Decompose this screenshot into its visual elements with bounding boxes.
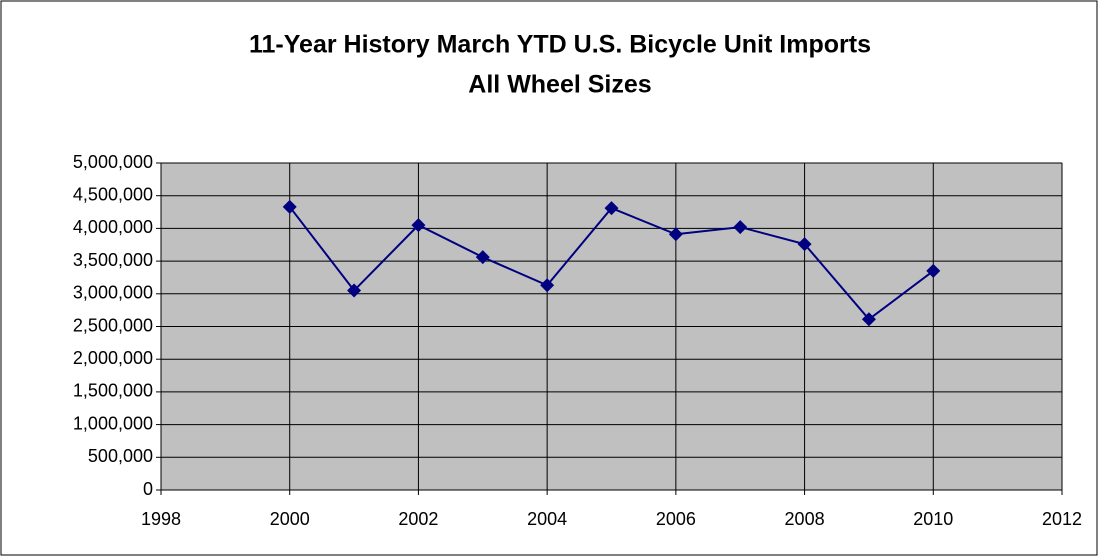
y-tick-label: 2,500,000	[73, 315, 153, 335]
x-tick-label: 2012	[1042, 509, 1082, 529]
y-tick-label: 3,000,000	[73, 283, 153, 303]
data-point	[733, 220, 748, 235]
y-tick-label: 2,000,000	[73, 348, 153, 368]
chart-title: All Wheel Sizes	[468, 71, 651, 99]
data-point	[347, 283, 362, 298]
chart-title: 11-Year History March YTD U.S. Bicycle U…	[249, 31, 871, 59]
x-tick-label: 2008	[785, 509, 825, 529]
data-point	[282, 199, 297, 214]
data-point	[411, 218, 426, 233]
x-tick-label: 2006	[656, 509, 696, 529]
data-point	[604, 201, 619, 216]
data-point	[475, 250, 490, 265]
data-point	[926, 263, 941, 278]
x-tick-label: 1998	[141, 509, 181, 529]
y-tick-label: 1,500,000	[73, 381, 153, 401]
y-tick-label: 1,000,000	[73, 413, 153, 433]
data-point	[861, 312, 876, 327]
y-tick-label: 5,000,000	[73, 152, 153, 172]
y-tick-label: 4,000,000	[73, 217, 153, 237]
x-tick-label: 2010	[913, 509, 953, 529]
y-tick-label: 0	[143, 479, 153, 499]
x-tick-label: 2004	[527, 509, 567, 529]
data-point	[540, 278, 555, 293]
y-tick-label: 4,500,000	[73, 184, 153, 204]
data-point	[797, 237, 812, 252]
x-tick-label: 2002	[398, 509, 438, 529]
x-tick-label: 2000	[270, 509, 310, 529]
y-tick-label: 500,000	[88, 446, 153, 466]
y-tick-label: 3,500,000	[73, 250, 153, 270]
data-point	[668, 227, 683, 242]
